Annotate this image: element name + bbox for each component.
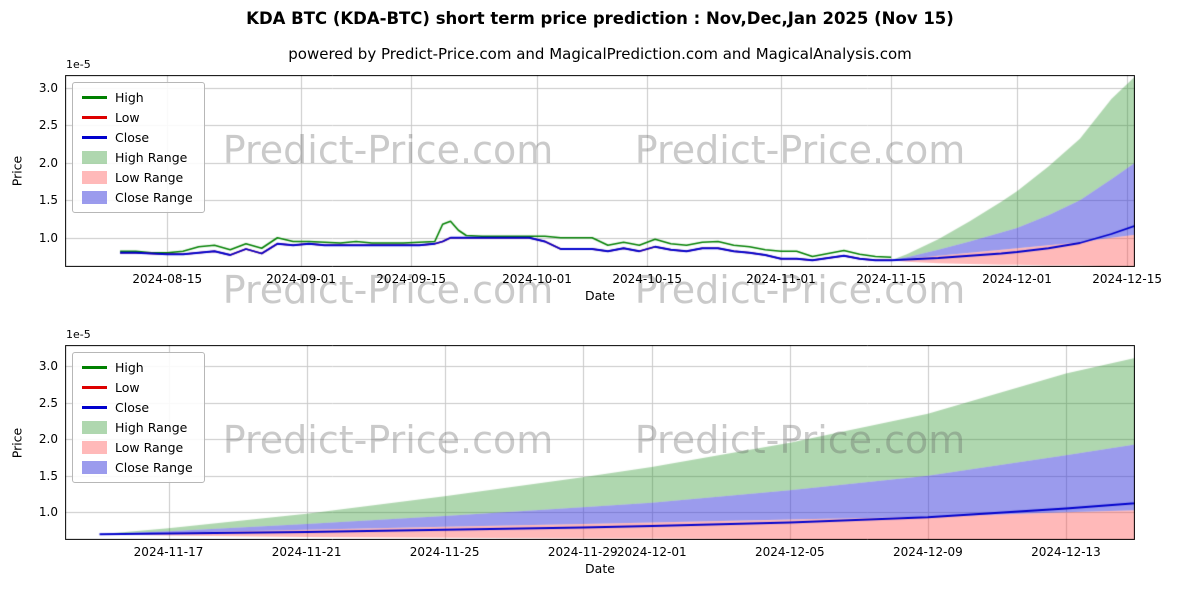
y-tick-label: 3.0 <box>38 359 58 374</box>
legend-item-high-range: High Range <box>82 420 193 435</box>
y-axis-label: Price <box>9 427 25 458</box>
legend-item-close-range: Close Range <box>82 460 193 475</box>
x-axis-label: Date <box>585 288 615 303</box>
high-range-swatch <box>82 421 107 434</box>
figure-subtitle: powered by Predict-Price.com and Magical… <box>288 45 912 63</box>
x-tick-label: 2024-11-17 <box>133 545 204 559</box>
x-tick-label: 2024-08-15 <box>132 272 203 286</box>
x-tick-label: 2024-11-01 <box>746 272 816 286</box>
high-swatch <box>82 96 107 99</box>
legend-label-close-range: Close Range <box>115 460 193 475</box>
x-tick-label: 2024-12-05 <box>754 545 825 559</box>
y-tick-label: 2.5 <box>38 118 58 133</box>
close-swatch <box>82 406 107 409</box>
legend-item-high: High <box>82 90 193 105</box>
legend-item-high: High <box>82 360 193 375</box>
low-swatch <box>82 116 107 119</box>
close-range-swatch <box>82 191 107 204</box>
close-swatch <box>82 136 107 139</box>
x-tick-label: 2024-12-09 <box>893 545 963 559</box>
legend-item-low-range: Low Range <box>82 440 193 455</box>
legend-item-low: Low <box>82 110 193 125</box>
legend-item-high-range: High Range <box>82 150 193 165</box>
y-tick-label: 1.0 <box>38 505 58 520</box>
legend-label-high-range: High Range <box>115 420 188 435</box>
axis-offset-text: 1e-5 <box>66 58 91 71</box>
chart-top-plot-canvas <box>65 75 1135 267</box>
axis-offset-text: 1e-5 <box>66 328 91 341</box>
x-tick-label: 2024-11-29 <box>547 545 618 559</box>
legend-label-high: High <box>115 360 144 375</box>
low-range-swatch <box>82 171 107 184</box>
figure-title: KDA BTC (KDA-BTC) short term price predi… <box>246 9 954 28</box>
high-swatch <box>82 366 107 369</box>
y-tick-label: 2.0 <box>38 155 58 170</box>
high-range-swatch <box>82 151 107 164</box>
x-tick-label: 2024-09-15 <box>376 272 447 286</box>
y-axis-label: Price <box>9 155 25 187</box>
x-tick-label: 2024-12-01 <box>616 545 687 559</box>
chart-bottom-plot-canvas <box>65 345 1135 540</box>
y-tick-label: 3.0 <box>38 80 58 95</box>
y-tick-label: 1.0 <box>38 230 58 245</box>
legend-label-high-range: High Range <box>115 150 188 165</box>
legend-label-low-range: Low Range <box>115 440 184 455</box>
legend-item-close: Close <box>82 400 193 415</box>
legend-item-close-range: Close Range <box>82 190 193 205</box>
x-tick-label: 2024-12-13 <box>1031 545 1101 559</box>
x-tick-label: 2024-10-01 <box>502 272 572 286</box>
x-tick-label: 2024-11-25 <box>409 545 480 559</box>
legend-item-low: Low <box>82 380 193 395</box>
legend-label-low: Low <box>115 110 140 125</box>
close-range-swatch <box>82 461 107 474</box>
legend-label-low-range: Low Range <box>115 170 184 185</box>
legend-label-high: High <box>115 90 144 105</box>
legend-box: High Low Close High Range Low Range Close Ran… <box>72 352 205 483</box>
legend-label-close: Close <box>115 400 150 415</box>
low-swatch <box>82 386 107 389</box>
y-tick-label: 1.5 <box>38 468 58 483</box>
y-tick-label: 2.5 <box>38 395 58 410</box>
legend-label-close: Close <box>115 130 150 145</box>
x-tick-label: 2024-09-01 <box>266 272 336 286</box>
x-tick-label: 2024-11-15 <box>856 272 926 286</box>
y-tick-label: 1.5 <box>38 193 58 208</box>
legend-item-close: Close <box>82 130 193 145</box>
x-axis-label: Date <box>585 561 615 576</box>
y-tick-label: 2.0 <box>38 432 58 447</box>
x-tick-label: 2024-12-01 <box>982 272 1052 286</box>
legend-item-low-range: Low Range <box>82 170 193 185</box>
legend-label-low: Low <box>115 380 140 395</box>
x-tick-label: 2024-12-15 <box>1092 272 1162 286</box>
x-tick-label: 2024-11-21 <box>271 545 342 559</box>
legend-label-close-range: Close Range <box>115 190 193 205</box>
low-range-swatch <box>82 441 107 454</box>
x-tick-label: 2024-10-15 <box>612 272 683 286</box>
legend-box: High Low Close High Range Low Range Close Ran… <box>72 82 205 213</box>
